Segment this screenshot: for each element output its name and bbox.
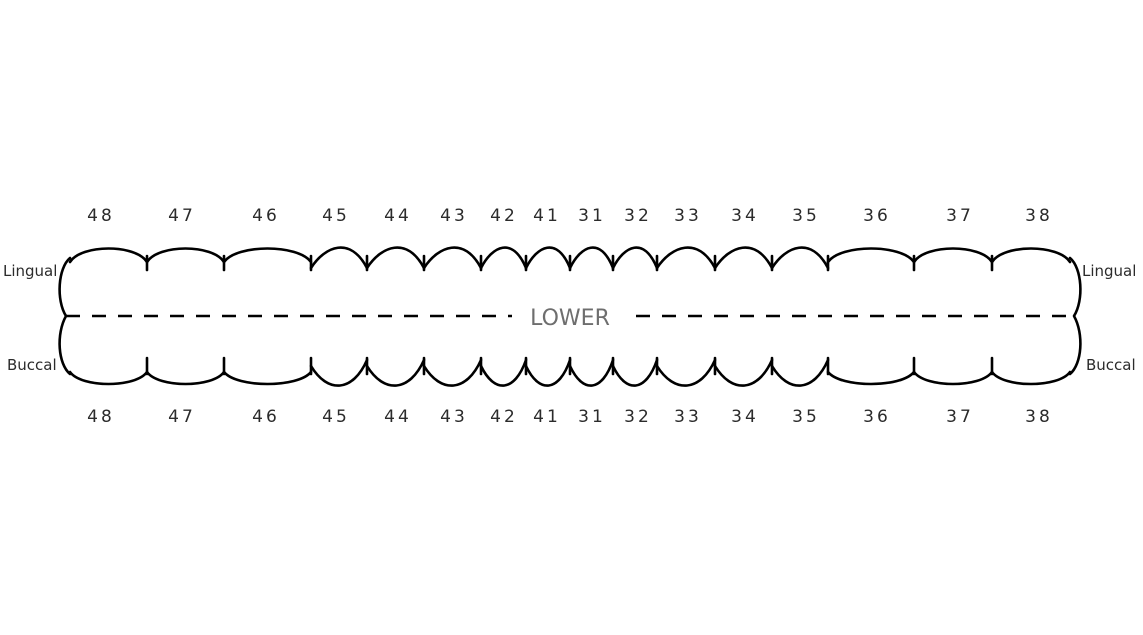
tooth-crown-buccal-44 xyxy=(365,358,426,387)
tooth-number-bottom-32[interactable]: 32 xyxy=(624,407,652,427)
tooth-number-top-38[interactable]: 38 xyxy=(1025,206,1053,226)
tooth-number-bottom-41[interactable]: 41 xyxy=(533,407,561,427)
tooth-number-top-37[interactable]: 37 xyxy=(946,206,974,226)
arch-center-label: LOWER xyxy=(530,306,610,331)
tooth-number-bottom-47[interactable]: 47 xyxy=(168,407,196,427)
tooth-number-top-34[interactable]: 34 xyxy=(731,206,759,226)
tooth-crown-lingual-41 xyxy=(524,246,572,270)
tooth-crown-lingual-47 xyxy=(145,247,226,264)
bottom-tooth-numbers: 48 47 46 45 44 43 42 41 31 32 33 34 35 36 37 38 xyxy=(87,407,1053,427)
tooth-crown-lingual-44 xyxy=(365,246,426,270)
tooth-crown-buccal-35 xyxy=(770,358,830,387)
tooth-number-top-31[interactable]: 31 xyxy=(578,206,606,226)
tooth-crown-lingual-32 xyxy=(611,246,659,270)
tooth-crown-buccal-42 xyxy=(479,358,528,387)
tooth-number-top-42[interactable]: 42 xyxy=(490,206,518,226)
tooth-crown-buccal-45 xyxy=(309,358,369,387)
tooth-crown-lingual-43 xyxy=(422,246,483,270)
tooth-crown-buccal-33 xyxy=(655,358,717,387)
tooth-number-top-46[interactable]: 46 xyxy=(252,206,280,226)
tooth-crown-buccal-37 xyxy=(912,370,994,386)
tooth-crown-buccal-41 xyxy=(524,358,572,387)
tooth-crown-lingual-36 xyxy=(826,247,916,264)
tooth-number-bottom-45[interactable]: 45 xyxy=(322,407,350,427)
tooth-number-top-41[interactable]: 41 xyxy=(533,206,561,226)
tooth-number-bottom-38[interactable]: 38 xyxy=(1025,407,1053,427)
tooth-number-top-44[interactable]: 44 xyxy=(384,206,412,226)
right-end-cap xyxy=(1068,256,1082,376)
tooth-crown-lingual-31 xyxy=(568,246,615,270)
tooth-number-bottom-35[interactable]: 35 xyxy=(792,407,820,427)
tooth-number-bottom-43[interactable]: 43 xyxy=(440,407,468,427)
tooth-crown-lingual-35 xyxy=(770,246,830,270)
tooth-number-bottom-42[interactable]: 42 xyxy=(490,407,518,427)
tooth-crown-lingual-48 xyxy=(68,247,149,264)
right-buccal-label: Buccal xyxy=(1086,356,1136,374)
left-end-cap xyxy=(58,256,72,376)
tooth-crown-buccal-34 xyxy=(713,358,774,387)
tooth-number-bottom-44[interactable]: 44 xyxy=(384,407,412,427)
tooth-crown-buccal-36 xyxy=(826,370,916,386)
tooth-number-bottom-48[interactable]: 48 xyxy=(87,407,115,427)
top-tooth-numbers: 48 47 46 45 44 43 42 41 31 32 33 34 35 36 37 38 xyxy=(87,206,1053,226)
tooth-crown-buccal-48 xyxy=(68,370,149,386)
tooth-number-bottom-37[interactable]: 37 xyxy=(946,407,974,427)
tooth-number-bottom-36[interactable]: 36 xyxy=(863,407,891,427)
left-lingual-label: Lingual xyxy=(3,262,57,280)
tooth-crown-lingual-46 xyxy=(222,247,313,264)
tooth-crown-lingual-37 xyxy=(912,247,994,264)
tooth-crown-buccal-31 xyxy=(568,358,615,387)
tooth-crown-buccal-38 xyxy=(990,370,1072,386)
tooth-crown-lingual-34 xyxy=(713,246,774,270)
tooth-crown-lingual-45 xyxy=(309,246,369,270)
tooth-number-top-36[interactable]: 36 xyxy=(863,206,891,226)
tooth-number-bottom-46[interactable]: 46 xyxy=(252,407,280,427)
tooth-number-top-47[interactable]: 47 xyxy=(168,206,196,226)
tooth-crown-buccal-32 xyxy=(611,358,659,387)
tooth-number-bottom-34[interactable]: 34 xyxy=(731,407,759,427)
tooth-crown-lingual-33 xyxy=(655,246,717,270)
tooth-number-bottom-31[interactable]: 31 xyxy=(578,407,606,427)
left-buccal-label: Buccal xyxy=(7,356,57,374)
tooth-crown-buccal-46 xyxy=(222,370,313,386)
arch-outline xyxy=(58,246,1082,387)
tooth-number-top-43[interactable]: 43 xyxy=(440,206,468,226)
tooth-crown-buccal-43 xyxy=(422,358,483,387)
tooth-crown-lingual-38 xyxy=(990,247,1072,264)
tooth-number-top-33[interactable]: 33 xyxy=(674,206,702,226)
tooth-number-top-48[interactable]: 48 xyxy=(87,206,115,226)
tooth-number-top-45[interactable]: 45 xyxy=(322,206,350,226)
tooth-number-bottom-33[interactable]: 33 xyxy=(674,407,702,427)
tooth-crown-lingual-42 xyxy=(479,246,528,270)
tooth-crown-buccal-47 xyxy=(145,370,226,386)
tooth-number-top-32[interactable]: 32 xyxy=(624,206,652,226)
tooth-number-top-35[interactable]: 35 xyxy=(792,206,820,226)
right-lingual-label: Lingual xyxy=(1082,262,1136,280)
